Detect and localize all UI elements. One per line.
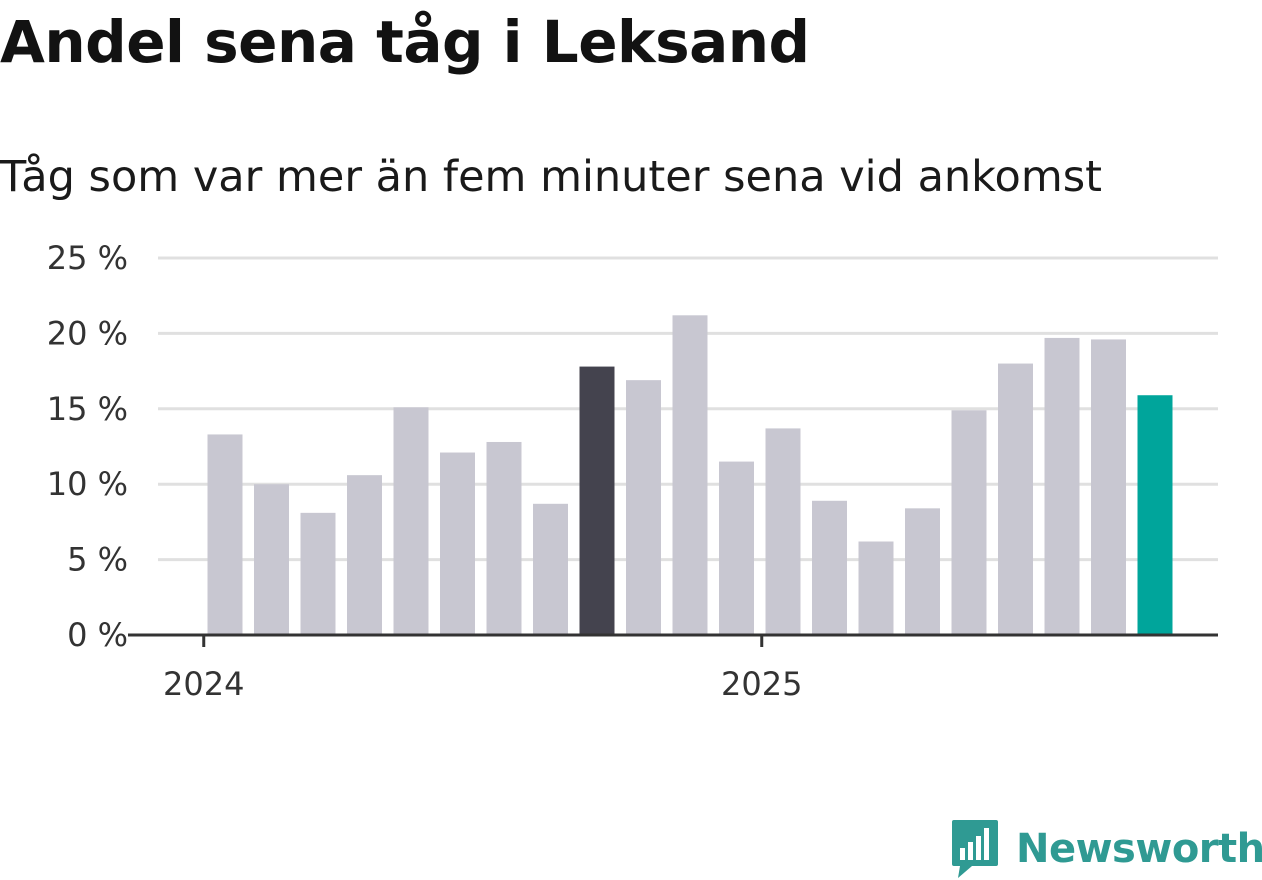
y-tick-label: 15 % bbox=[47, 390, 128, 428]
x-axis bbox=[128, 633, 1218, 647]
bar-2025-08 bbox=[1091, 339, 1126, 635]
bar-2025-09 bbox=[1137, 395, 1173, 635]
bar-2024-01 bbox=[207, 434, 243, 635]
y-tick-label: 10 % bbox=[47, 465, 128, 503]
bar-2024-09 bbox=[579, 366, 615, 635]
chart-subtitle: Tåg som var mer än fem minuter sena vid … bbox=[0, 152, 1103, 202]
bar-2024-06 bbox=[440, 452, 475, 635]
bars bbox=[207, 315, 1173, 635]
bar-chart-speech-bubble-icon bbox=[952, 820, 998, 878]
y-tick-label: 20 % bbox=[47, 314, 128, 352]
bar-2024-08 bbox=[533, 503, 568, 635]
y-tick-label: 25 % bbox=[47, 239, 128, 277]
y-tick-label: 5 % bbox=[67, 541, 128, 579]
bar-2025-06 bbox=[998, 363, 1033, 635]
chart-title: Andel sena tåg i Leksand bbox=[0, 8, 810, 76]
newsworthy-logo: Newsworthy bbox=[950, 818, 1262, 880]
bar-2025-04 bbox=[905, 508, 940, 635]
bar-2025-03 bbox=[858, 541, 894, 635]
logo-wordmark: Newsworthy bbox=[1016, 826, 1262, 872]
bar-2024-12 bbox=[719, 461, 754, 635]
bar-2024-02 bbox=[254, 484, 289, 635]
bar-2025-01 bbox=[765, 428, 801, 635]
x-tick-label: 2024 bbox=[163, 665, 244, 703]
bar-2024-11 bbox=[672, 315, 708, 635]
bar-2024-07 bbox=[486, 441, 522, 635]
bar-2025-02 bbox=[812, 500, 847, 635]
bar-2025-05 bbox=[951, 410, 987, 635]
bar-2024-03 bbox=[300, 512, 336, 635]
bar-2024-04 bbox=[347, 475, 382, 635]
bar-2024-10 bbox=[626, 380, 661, 635]
bar-2024-05 bbox=[393, 407, 429, 635]
bar-2025-07 bbox=[1044, 337, 1080, 635]
y-tick-label: 0 % bbox=[67, 616, 128, 654]
x-tick-label: 2025 bbox=[721, 665, 802, 703]
axis-labels: 0 % 5 % 10 % 15 % 20 % 25 % 2024 2025 bbox=[47, 239, 803, 703]
